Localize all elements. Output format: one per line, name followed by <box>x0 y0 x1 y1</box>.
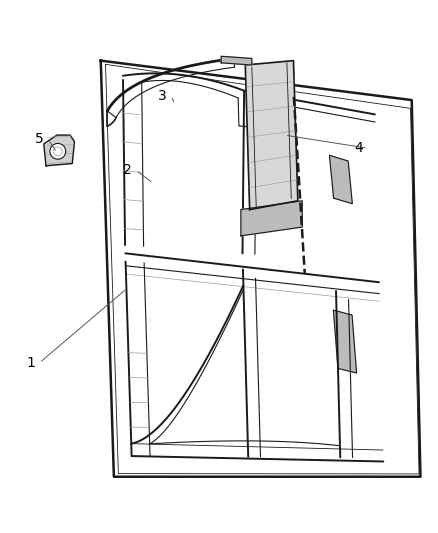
Polygon shape <box>241 201 302 236</box>
Text: 3: 3 <box>158 88 166 103</box>
Text: 5: 5 <box>35 133 44 147</box>
Polygon shape <box>44 135 74 166</box>
Polygon shape <box>329 155 352 204</box>
Polygon shape <box>221 56 252 65</box>
Text: 4: 4 <box>355 141 364 155</box>
Text: 1: 1 <box>26 356 35 370</box>
Polygon shape <box>333 310 357 373</box>
Text: 2: 2 <box>123 163 131 177</box>
Polygon shape <box>245 61 298 209</box>
Polygon shape <box>101 61 420 477</box>
Circle shape <box>50 143 66 159</box>
